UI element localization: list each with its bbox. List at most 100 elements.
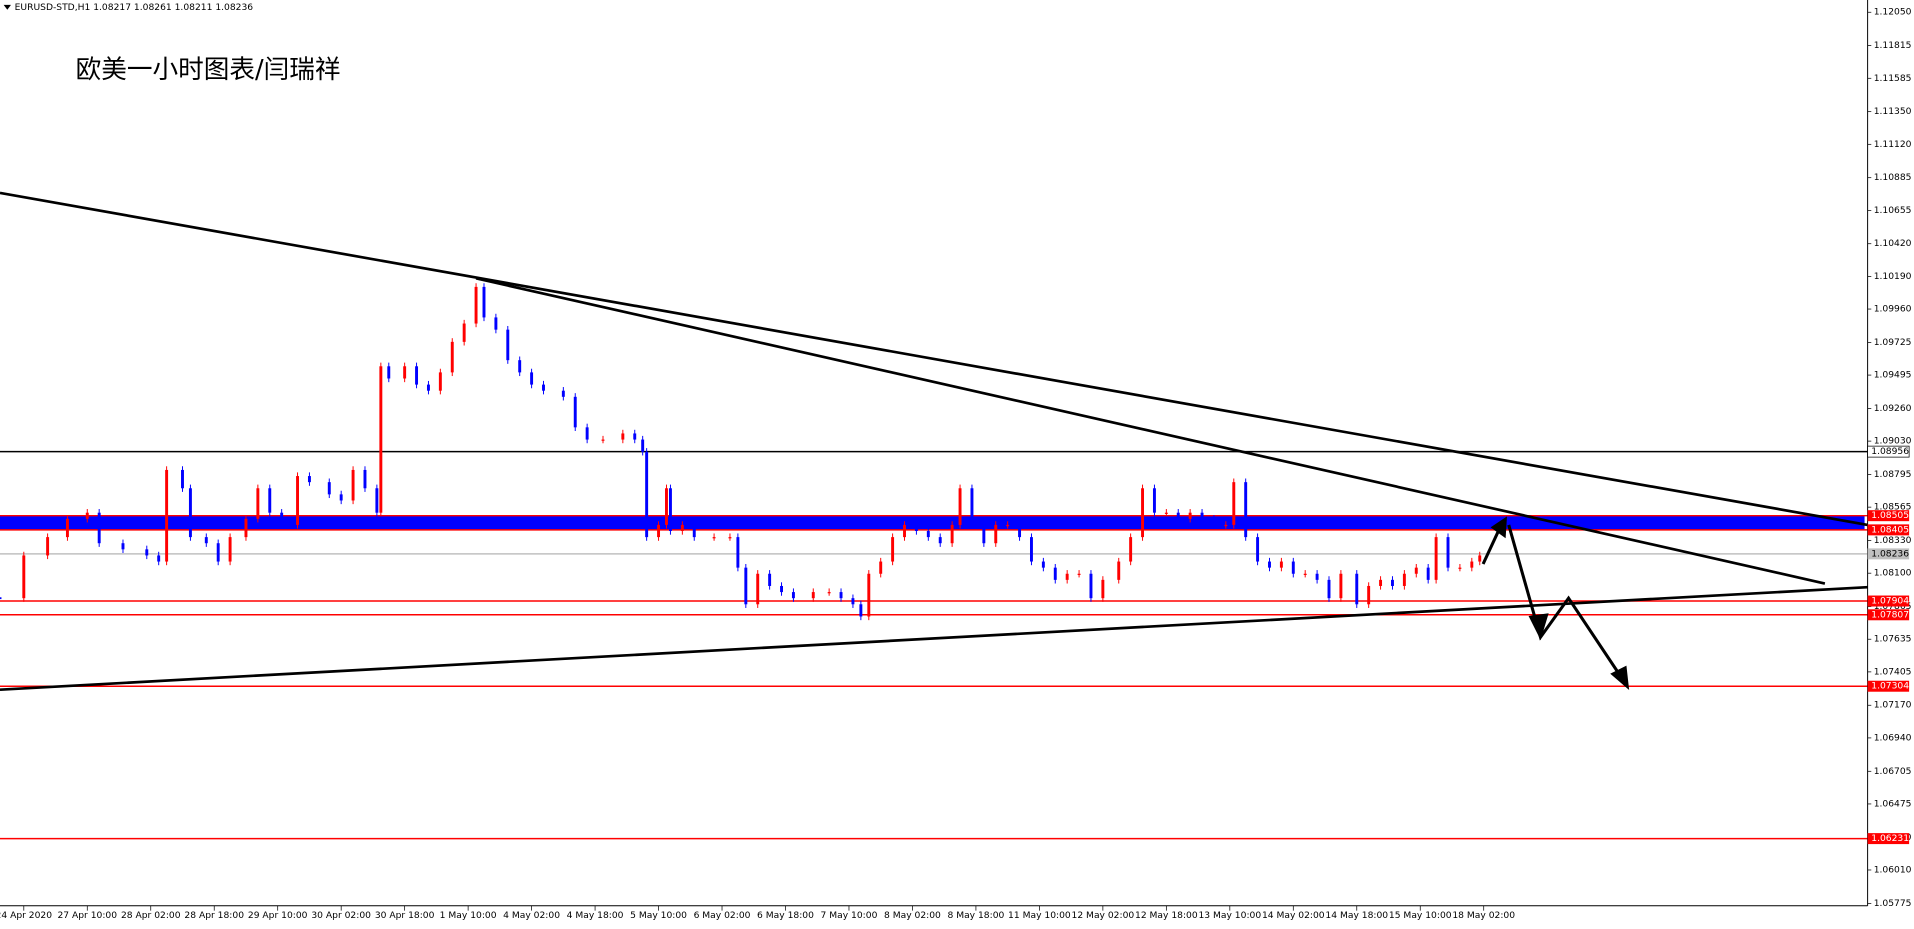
level-label: 1.08505 [1871,511,1909,521]
candle [363,469,367,489]
x-tick-label: 30 Apr 18:00 [375,911,435,921]
y-tick-label: 1.06705 [1874,767,1912,777]
chart-header: EURUSD-STD,H1 1.08217 1.08261 1.08211 1.… [15,3,254,13]
level-label-box [1867,445,1910,458]
level-label-box [1867,609,1910,621]
candle [851,598,855,605]
candle [1141,488,1145,538]
candle [97,512,101,544]
candle [1101,579,1105,599]
menu-arrow[interactable] [3,4,11,10]
arrow-head [1528,613,1549,641]
y-tick-label: 1.08795 [1874,470,1912,480]
candle [1232,482,1236,525]
candle [494,317,498,330]
candle [216,543,220,562]
candle [1315,573,1319,580]
x-tick-label: 8 May 02:00 [884,911,941,921]
y-tick-label: 1.09725 [1874,338,1912,348]
zone [0,515,1865,530]
candle [1355,573,1359,605]
candle [633,433,637,440]
x-tick-label: 4 May 02:00 [503,911,560,921]
y-tick-label: 1.07405 [1874,667,1912,677]
candle [1367,585,1371,605]
x-tick-label: 14 May 02:00 [1262,911,1325,921]
arrow-head [1610,665,1630,690]
drawings [0,191,1868,692]
candle [1188,512,1192,519]
candle [1164,512,1168,514]
candle [994,524,998,544]
candle [1117,561,1121,580]
candle [1018,524,1022,538]
level-label: 1.06231 [1871,834,1909,844]
trend-line [0,191,1868,527]
candle [1426,567,1430,580]
candle [665,488,668,525]
candle [1478,555,1482,562]
candle [462,323,466,342]
candle [339,494,343,501]
candle [145,549,149,556]
candle [680,524,684,532]
candle [982,524,986,544]
y-tick-label: 1.10885 [1874,173,1912,183]
candle [645,451,649,538]
x-tick-label: 29 Apr 10:00 [248,911,308,921]
arrow [1507,524,1624,680]
x-tick-label: 8 May 18:00 [947,911,1004,921]
candle [426,384,430,391]
level-label-box [1867,595,1910,607]
candle [1268,561,1271,568]
y-tick-label: 1.09495 [1874,371,1912,381]
candle [1303,573,1307,575]
candle [1089,573,1093,599]
candle [165,469,169,562]
axes: 1.12050 1.11815 1.11585 1.11350 1.11120 1.108… [0,8,1912,921]
y-tick-label: 1.12050 [1874,8,1912,18]
level-label: 1.07904 [1871,597,1909,607]
y-tick-label: 1.10420 [1874,239,1912,249]
candle [958,488,962,525]
candle [768,573,772,586]
x-tick-label: 12 May 18:00 [1135,911,1198,921]
x-tick-label: 24 Apr 2020 [0,911,52,921]
candle [585,427,589,440]
y-tick-label: 1.07635 [1874,635,1912,645]
candle [415,366,419,385]
candle [692,524,696,538]
candle [530,372,534,385]
candle [859,604,863,617]
candle [1224,524,1228,527]
candle [744,567,748,605]
candle [950,524,954,544]
candle [1339,573,1343,599]
y-tick-label: 1.07865 [1874,602,1912,612]
x-tick-label: 18 May 02:00 [1452,911,1515,921]
candle [879,561,883,574]
level-label: 1.07304 [1871,682,1909,692]
y-tick-label: 1.11815 [1874,41,1912,51]
candle [903,524,906,538]
candle [482,286,486,318]
candle [1379,579,1383,586]
x-tick-label: 13 May 10:00 [1198,911,1261,921]
y-tick-label: 1.08100 [1874,569,1912,579]
y-tick-label: 1.07170 [1874,701,1912,711]
candle [1327,579,1331,599]
candle [1458,567,1462,569]
candle [1212,518,1216,525]
x-tick-label: 12 May 02:00 [1072,911,1135,921]
candle [387,366,391,379]
y-tick-label: 1.11585 [1874,74,1912,84]
level-label-box [1867,680,1910,692]
level-label: 1.08956 [1871,447,1909,457]
plot-area [0,283,1868,840]
candle [1053,567,1057,580]
candle [256,488,260,519]
level-label: 1.08236 [1871,549,1909,559]
candle [1244,482,1248,538]
